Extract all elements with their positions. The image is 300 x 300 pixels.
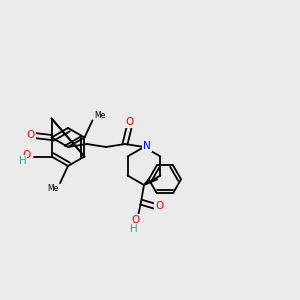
Text: Me: Me (47, 184, 58, 193)
Text: O: O (26, 130, 35, 140)
Text: Me: Me (94, 111, 106, 120)
Text: O: O (22, 151, 30, 160)
Text: N: N (143, 141, 151, 151)
Text: H: H (19, 157, 26, 166)
Text: H: H (130, 224, 138, 234)
Text: O: O (126, 117, 134, 127)
Text: O: O (155, 201, 164, 211)
Text: O: O (132, 215, 140, 225)
